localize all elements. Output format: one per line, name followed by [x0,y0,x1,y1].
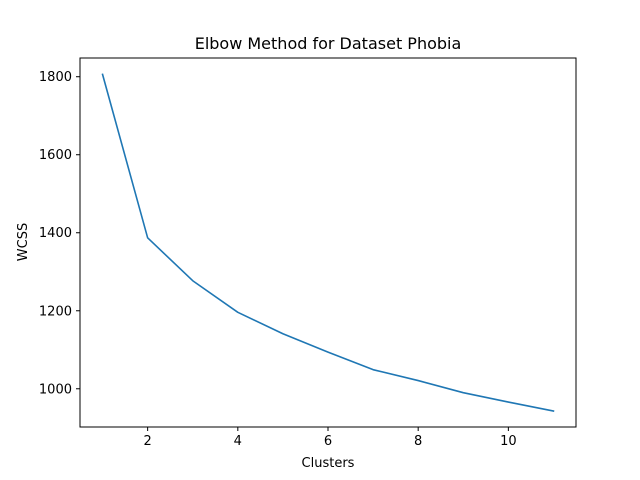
x-axis-label: Clusters [302,456,355,471]
y-axis-label: WCSS [16,223,31,261]
x-tick-label-6: 6 [324,434,332,449]
y-tick-label-1000: 1000 [39,382,72,397]
x-tick-label-10: 10 [500,434,517,449]
x-tick-label-2: 2 [143,434,151,449]
chart-title: Elbow Method for Dataset Phobia [195,34,462,53]
y-tick-label-1600: 1600 [39,148,72,163]
x-tick-label-4: 4 [234,434,242,449]
y-tick-label-1200: 1200 [39,304,72,319]
series-line-0 [101,73,555,412]
y-tick-label-1400: 1400 [39,226,72,241]
plot-area: 2 4 6 8 10 1000 1200 1400 1600 1800 [39,57,577,449]
x-tick-label-8: 8 [414,434,422,449]
y-tick-label-1800: 1800 [39,70,72,85]
